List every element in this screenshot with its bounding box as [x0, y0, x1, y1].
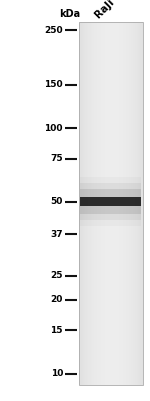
Bar [87, 22, 88, 385]
Bar [98, 22, 99, 385]
Text: 250: 250 [44, 26, 63, 35]
Text: 50: 50 [51, 197, 63, 207]
Bar [80, 190, 141, 215]
Bar [110, 22, 111, 385]
Text: 25: 25 [51, 271, 63, 280]
Bar [139, 22, 140, 385]
Bar [134, 22, 135, 385]
Text: RaJi: RaJi [93, 0, 116, 20]
Text: 20: 20 [51, 295, 63, 304]
Bar [114, 22, 115, 385]
Bar [124, 22, 125, 385]
Text: 75: 75 [50, 154, 63, 163]
Bar [116, 22, 117, 385]
Bar [79, 22, 143, 385]
Bar [111, 22, 112, 385]
Bar [123, 22, 124, 385]
Bar [129, 22, 130, 385]
Bar [79, 22, 80, 385]
Bar [89, 22, 90, 385]
Bar [99, 22, 101, 385]
Bar [107, 22, 108, 385]
Bar [125, 22, 126, 385]
Bar [135, 22, 137, 385]
Bar [102, 22, 103, 385]
Bar [115, 22, 116, 385]
Bar [138, 22, 139, 385]
Bar [130, 22, 132, 385]
Bar [112, 22, 114, 385]
Text: kDa: kDa [59, 9, 81, 19]
Bar [126, 22, 128, 385]
Bar [82, 22, 83, 385]
Bar [80, 197, 141, 207]
Bar [137, 22, 138, 385]
Bar [128, 22, 129, 385]
Bar [88, 22, 89, 385]
Bar [140, 22, 142, 385]
Bar [120, 22, 121, 385]
Text: 150: 150 [44, 80, 63, 89]
Bar [80, 22, 82, 385]
Bar [142, 22, 143, 385]
Bar [83, 22, 84, 385]
Text: 10: 10 [51, 369, 63, 378]
Bar [97, 22, 98, 385]
Bar [90, 22, 92, 385]
Bar [84, 22, 85, 385]
Bar [106, 22, 107, 385]
Bar [94, 22, 96, 385]
Bar [80, 184, 141, 221]
Bar [133, 22, 134, 385]
Bar [117, 22, 119, 385]
Bar [92, 22, 93, 385]
Bar [132, 22, 133, 385]
Bar [101, 22, 102, 385]
Bar [93, 22, 94, 385]
Bar [121, 22, 123, 385]
Bar [96, 22, 97, 385]
Bar [119, 22, 120, 385]
Bar [108, 22, 110, 385]
Text: 100: 100 [45, 124, 63, 132]
Bar [103, 22, 105, 385]
Bar [85, 22, 87, 385]
Bar [105, 22, 106, 385]
Bar [80, 178, 141, 227]
Text: 37: 37 [50, 230, 63, 239]
Text: 15: 15 [51, 326, 63, 335]
